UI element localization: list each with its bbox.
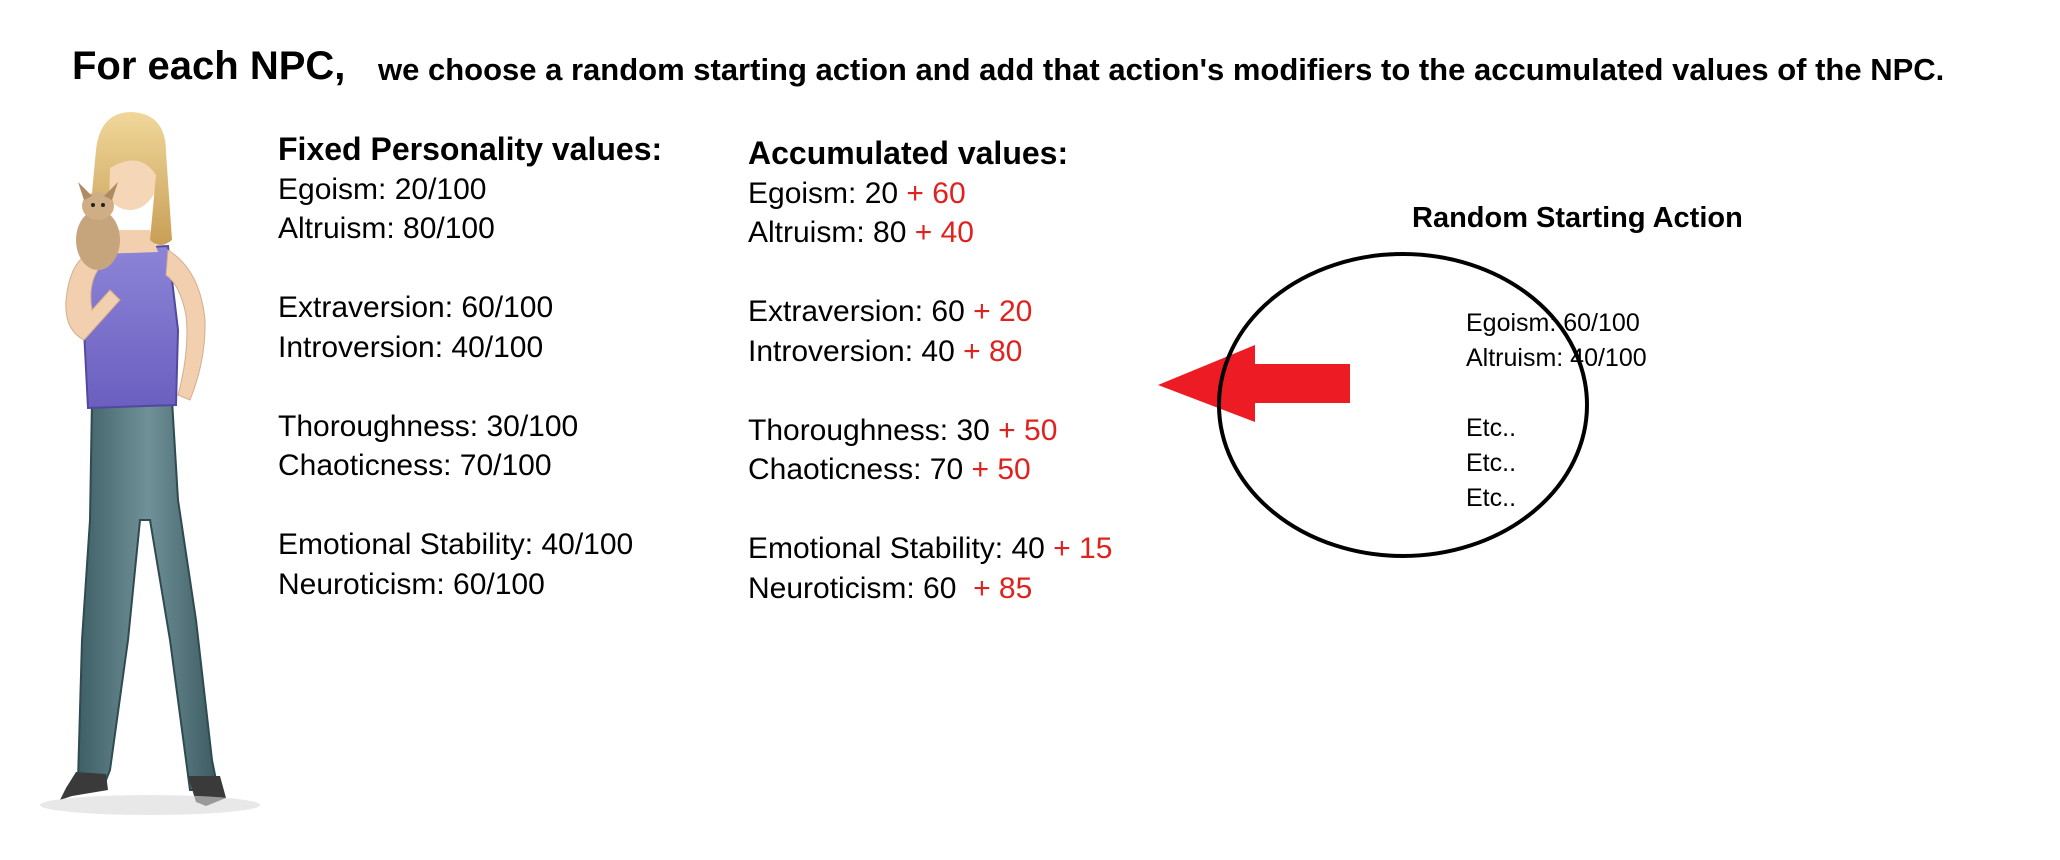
action-values: Egoism: 60/100 Altruism: 40/100 Etc.. Et…	[1466, 306, 1647, 516]
fixed-personality-panel: Fixed Personality values: Egoism: 20/100…	[278, 130, 662, 604]
accum-base: Egoism: 20	[748, 176, 907, 210]
fixed-egoism: Egoism: 20/100	[278, 172, 487, 206]
accum-altruism: Altruism: 80 + 40	[748, 213, 1112, 253]
accum-base: Extraversion: 60	[748, 295, 974, 328]
left-arrow	[1158, 345, 1350, 422]
accum-modifier: + 85	[973, 571, 1033, 605]
action-etc: Etc..	[1466, 414, 1517, 442]
accum-base: Introversion: 40	[748, 334, 964, 368]
accum-base: Altruism: 80	[748, 216, 915, 249]
accum-modifier: + 40	[914, 216, 974, 249]
shoe-left	[60, 772, 108, 800]
accum-base: Emotional Stability: 40	[748, 532, 1054, 565]
accum-extraversion: Extraversion: 60 + 20	[748, 292, 1112, 332]
accumulated-values-panel: Accumulated values: Egoism: 20 + 60 Altr…	[748, 134, 1112, 608]
accum-chaoticness: Chaoticness: 70 + 50	[748, 450, 1112, 490]
heading-npc: For each NPC,	[72, 44, 346, 88]
accum-introversion: Introversion: 40 + 80	[748, 332, 1112, 372]
accum-base: Neuroticism: 60	[748, 571, 974, 605]
accum-neuroticism: Neuroticism: 60 + 85	[748, 569, 1112, 609]
hair	[88, 112, 172, 245]
accum-modifier: + 15	[1053, 532, 1113, 565]
accumulated-title: Accumulated values:	[748, 135, 1069, 171]
accum-base: Thoroughness: 30	[748, 413, 999, 447]
action-altruism: Altruism: 40/100	[1466, 344, 1647, 372]
npc-figure	[40, 112, 260, 815]
fixed-thoroughness: Thoroughness: 30/100	[278, 409, 579, 443]
accum-modifier: + 60	[906, 176, 966, 210]
action-circle	[1217, 252, 1589, 558]
accum-modifier: + 80	[963, 334, 1023, 368]
fixed-emotional-stability: Emotional Stability: 40/100	[278, 528, 634, 561]
action-egoism: Egoism: 60/100	[1466, 309, 1640, 337]
jeans	[76, 399, 220, 791]
action-title: Random Starting Action	[1412, 202, 1743, 234]
action-etc: Etc..	[1466, 484, 1517, 512]
accum-emotional-stability: Emotional Stability: 40 + 15	[748, 529, 1112, 569]
heading-description: we choose a random starting action and a…	[378, 52, 1945, 87]
fixed-neuroticism: Neuroticism: 60/100	[278, 567, 545, 601]
fixed-introversion: Introversion: 40/100	[278, 330, 544, 364]
fixed-altruism: Altruism: 80/100	[278, 212, 495, 245]
accum-modifier: + 20	[973, 295, 1033, 328]
accum-egoism: Egoism: 20 + 60	[748, 174, 1112, 214]
fixed-chaoticness: Chaoticness: 70/100	[278, 449, 552, 482]
action-etc: Etc..	[1466, 449, 1517, 477]
accum-modifier: + 50	[998, 413, 1058, 447]
accum-base: Chaoticness: 70	[748, 453, 972, 486]
accum-modifier: + 50	[971, 453, 1031, 486]
fixed-personality-title: Fixed Personality values:	[278, 131, 663, 167]
dog	[76, 182, 120, 270]
fixed-extraversion: Extraversion: 60/100	[278, 291, 554, 324]
accum-thoroughness: Thoroughness: 30 + 50	[748, 411, 1112, 451]
